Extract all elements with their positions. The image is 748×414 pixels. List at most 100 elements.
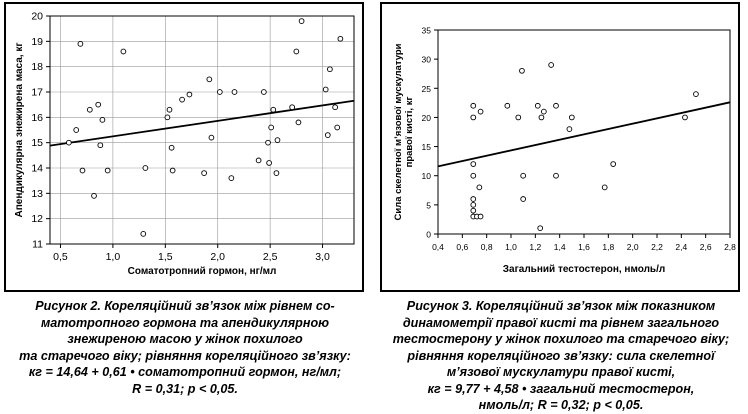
x-tick-label: 1,8 xyxy=(602,242,614,252)
caption-line: тестостерону у жінок похилого та старечо… xyxy=(392,332,730,346)
data-point xyxy=(610,161,617,167)
data-point xyxy=(231,89,238,95)
data-point xyxy=(332,104,338,111)
y-tick-label: 10 xyxy=(422,171,432,181)
data-point xyxy=(470,172,477,179)
data-point xyxy=(470,207,477,214)
regression-line xyxy=(49,99,355,147)
data-point xyxy=(470,161,477,167)
caption-line: кг = 9,77 + 4,58 • загальний тестостерон… xyxy=(427,381,695,396)
x-tick-label: 2,5 xyxy=(263,251,278,263)
y-tick-label: 5 xyxy=(426,200,431,210)
data-point xyxy=(208,134,215,141)
data-point xyxy=(289,104,296,111)
y-tick-label: 16 xyxy=(31,112,43,124)
data-point xyxy=(504,102,511,109)
plot-area-border xyxy=(437,29,731,235)
data-point xyxy=(298,18,305,24)
y-tick-label: 35 xyxy=(422,26,432,36)
data-point xyxy=(186,91,193,98)
y-tick-label: 15 xyxy=(31,137,43,149)
data-point xyxy=(470,102,477,109)
data-point xyxy=(334,124,341,131)
data-point xyxy=(77,41,84,47)
data-point xyxy=(97,142,104,149)
x-tick-label: 2,2 xyxy=(651,242,663,252)
data-point xyxy=(553,102,559,109)
data-point xyxy=(295,119,302,126)
y-tick-label: 20 xyxy=(422,113,432,123)
y-tick-label: 12 xyxy=(31,213,43,225)
data-point xyxy=(260,89,267,95)
x-tick-label: 2,0 xyxy=(210,251,225,263)
data-point xyxy=(601,184,608,191)
y-axis-label: Апендикулярна знежирена маса, кг xyxy=(14,43,25,218)
data-point xyxy=(91,193,97,199)
data-point xyxy=(327,66,333,73)
data-point xyxy=(268,124,275,131)
figure-caption: Рисунок 2. Кореляційний зв’язок між рівн… xyxy=(4,298,366,397)
data-point xyxy=(538,114,545,121)
data-point xyxy=(99,117,106,123)
caption-line: Рисунок 2. Кореляційний зв’язок між рівн… xyxy=(35,299,335,313)
caption-line: Рисунок 3. Кореляційний зв’язок між пока… xyxy=(406,299,716,313)
data-point xyxy=(228,175,235,181)
data-point xyxy=(274,137,281,143)
y-tick-label: 13 xyxy=(31,188,43,200)
data-point xyxy=(273,170,280,176)
data-point xyxy=(104,167,111,174)
x-axis-label: Соматотропний гормон, нг/мл xyxy=(128,266,277,277)
caption-line: R = 0,31; р < 0,05. xyxy=(132,381,238,396)
y-axis-label: Сила скелетної м’язової мускулатуриправо… xyxy=(393,43,415,220)
data-point xyxy=(470,196,477,202)
data-point xyxy=(470,114,477,121)
caption-line: рівняння кореляційного зв’язку: сила ске… xyxy=(407,348,715,363)
x-tick-label: 0,5 xyxy=(53,251,68,263)
data-point xyxy=(142,165,149,171)
data-point xyxy=(693,91,699,97)
data-point xyxy=(553,172,559,179)
y-tick-label: 14 xyxy=(31,163,43,175)
caption-line: та старечого віку; рівняння кореляційног… xyxy=(19,348,351,363)
data-point xyxy=(201,170,207,176)
regression-line xyxy=(437,101,731,168)
x-tick-label: 2,4 xyxy=(675,242,687,252)
figure-caption: Рисунок 3. Кореляційний зв’язок між пока… xyxy=(380,298,742,414)
x-tick-label: 0,8 xyxy=(481,242,493,252)
y-tick-label: 17 xyxy=(31,87,43,99)
x-tick-label: 0,4 xyxy=(432,242,444,252)
x-tick-label: 0,6 xyxy=(456,242,468,252)
y-tick-label: 25 xyxy=(422,84,432,94)
x-tick-label: 2,8 xyxy=(724,242,736,252)
data-point xyxy=(322,86,329,93)
data-point xyxy=(293,48,300,55)
data-point xyxy=(265,139,271,146)
data-point xyxy=(515,114,522,121)
data-point xyxy=(568,114,575,121)
data-point xyxy=(337,35,344,42)
data-point xyxy=(266,160,272,166)
x-tick-label: 1,0 xyxy=(505,242,517,252)
x-tick-label: 1,0 xyxy=(106,251,121,263)
data-point xyxy=(534,102,541,109)
figure-2: 0,5 1,0 1,5 2,0 2,5 3,0 11 12 13 14 15 16 17 18 19 20 Со… xyxy=(4,0,370,408)
data-point xyxy=(120,48,127,55)
x-tick-label: 1,4 xyxy=(554,242,566,252)
y-tick-label: 20 xyxy=(31,11,43,23)
data-point xyxy=(548,62,555,68)
data-point xyxy=(324,132,331,138)
data-point xyxy=(95,101,102,108)
x-tick-label: 2,0 xyxy=(627,242,639,252)
x-tick-label: 1,2 xyxy=(529,242,541,252)
data-point xyxy=(255,157,262,164)
data-point xyxy=(73,127,80,133)
x-tick-label: 2,6 xyxy=(700,242,712,252)
data-point xyxy=(477,108,484,115)
y-tick-label: 0 xyxy=(426,230,431,240)
caption-line: кг = 14,64 + 0,61 • соматотропний гормон… xyxy=(28,365,342,379)
y-tick-label: 18 xyxy=(31,61,43,73)
data-point xyxy=(216,89,223,95)
chart-left: 0,5 1,0 1,5 2,0 2,5 3,0 11 12 13 14 15 16 17 18 19 20 Со… xyxy=(14,11,355,277)
data-point xyxy=(166,106,173,113)
data-point xyxy=(682,114,688,121)
